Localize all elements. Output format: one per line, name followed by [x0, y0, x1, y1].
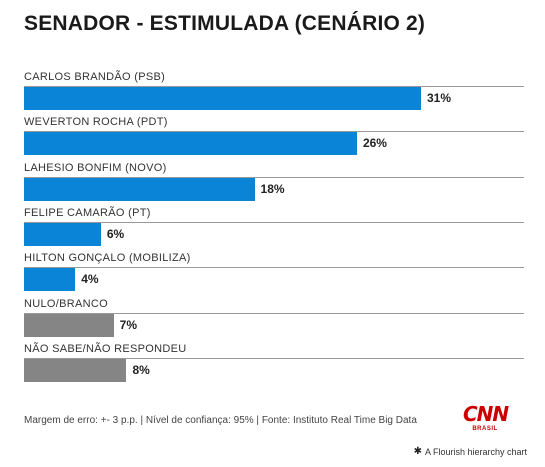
bar-chart: CARLOS BRANDÃO (PSB) 31% WEVERTON ROCHA (P… [0, 70, 545, 400]
chart-title: SENADOR - ESTIMULADA (CENÁRIO 2) [24, 12, 426, 35]
row-divider [24, 131, 524, 133]
value-label: 18% [260, 181, 285, 196]
bar-row: CARLOS BRANDÃO (PSB) 31% [24, 70, 524, 116]
category-label: CARLOS BRANDÃO (PSB) [24, 71, 166, 83]
cnn-logo-text: CNN [463, 402, 509, 426]
value-label: 31% [427, 91, 452, 105]
bar [24, 177, 255, 201]
bar [24, 358, 127, 382]
bar [24, 313, 114, 337]
row-divider [24, 267, 524, 269]
bar [24, 87, 421, 110]
bar-row: WEVERTON ROCHA (PDT) 26% [24, 115, 524, 161]
row-divider [24, 86, 524, 87]
value-label: 6% [106, 226, 125, 241]
bar [24, 132, 357, 156]
bar [24, 268, 76, 292]
bar-row: LAHESIO BONFIM (NOVO) 18% [24, 161, 524, 207]
bar-row: HILTON GONÇALO (MOBILIZA) 4% [24, 251, 524, 297]
bar-row: NÃO SABE/NÃO RESPONDEU 8% [24, 342, 524, 388]
cnn-brasil-logo: CNN BRASIL [463, 402, 509, 435]
category-label: FELIPE CAMARÃO (PT) [24, 206, 151, 219]
value-label: 7% [119, 317, 137, 332]
bar [24, 222, 101, 246]
bar-row: FELIPE CAMARÃO (PT) 6% [24, 206, 524, 252]
row-divider [24, 312, 524, 314]
row-divider [24, 221, 524, 223]
cnn-logo-subtext: BRASIL [472, 426, 498, 432]
source-note: Margem de erro: +- 3 p.p. | Nível de con… [24, 415, 417, 426]
value-label: 4% [81, 272, 99, 287]
bar-row: NULO/BRANCO 7% [24, 297, 524, 343]
category-label: WEVERTON ROCHA (PDT) [24, 116, 168, 129]
flourish-credit[interactable]: ✱ A Flourish hierarchy chart [414, 446, 527, 457]
category-label: LAHESIO BONFIM (NOVO) [24, 161, 167, 174]
flourish-credit-text: A Flourish hierarchy chart [424, 446, 527, 457]
category-label: NÃO SABE/NÃO RESPONDEU [24, 342, 187, 355]
row-divider [24, 176, 524, 178]
value-label: 8% [132, 362, 150, 377]
row-divider [24, 357, 524, 359]
category-label: HILTON GONÇALO (MOBILIZA) [24, 252, 191, 265]
value-label: 26% [362, 136, 387, 151]
category-label: NULO/BRANCO [24, 297, 108, 310]
flourish-asterisk-icon: ✱ [413, 446, 422, 457]
